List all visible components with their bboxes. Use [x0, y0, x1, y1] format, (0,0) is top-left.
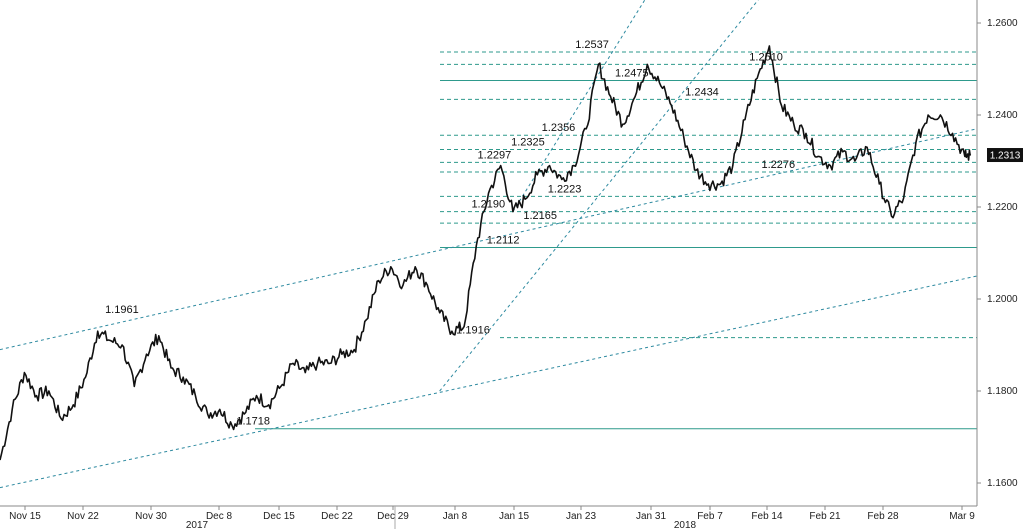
price-annotation: 1.1961	[105, 304, 139, 316]
x-tick-label: Mar 9	[949, 511, 975, 522]
price-annotation: 1.2434	[685, 86, 719, 98]
x-tick-label: Dec 29	[377, 511, 409, 522]
price-line	[0, 45, 972, 461]
last-value-marker: 1.2313	[987, 148, 1023, 163]
y-tick-label: 1.2000	[987, 294, 1018, 305]
price-annotation: 1.2537	[575, 39, 609, 51]
x-tick-label: Nov 30	[135, 511, 167, 522]
price-annotation: 1.2190	[471, 199, 505, 211]
y-tick-label: 1.2200	[987, 202, 1018, 213]
x-tick-label: Feb 7	[697, 511, 723, 522]
year-label: 2018	[674, 520, 697, 529]
x-tick-label: Dec 22	[321, 511, 353, 522]
x-tick-label: Jan 23	[566, 511, 596, 522]
x-tick-label: Feb 28	[867, 511, 899, 522]
price-annotation: 1.2510	[749, 51, 783, 63]
last-value-box	[987, 148, 1023, 163]
price-annotations: 1.25371.25101.24751.24341.23561.23251.22…	[105, 39, 795, 428]
price-annotation: 1.2223	[548, 183, 582, 195]
y-axis: 1.2600 1.2400 1.2200 1.2000 1.1800 1.1600	[976, 0, 1018, 506]
trend-line	[0, 275, 978, 489]
x-tick-label: Nov 22	[67, 511, 99, 522]
price-series	[0, 45, 972, 461]
y-tick-label: 1.2400	[987, 110, 1018, 121]
trend-line	[0, 128, 978, 351]
price-annotation: 1.2297	[478, 149, 512, 161]
x-tick-label: Dec 8	[206, 511, 233, 522]
y-tick-label: 1.1800	[987, 386, 1018, 397]
x-tick-label: Feb 21	[809, 511, 841, 522]
price-annotation: 1.2475	[615, 68, 649, 80]
price-annotation: 1.2165	[523, 210, 557, 222]
x-tick-label: Dec 15	[263, 511, 295, 522]
price-annotation: 1.2325	[511, 137, 545, 149]
support-resistance-levels	[255, 51, 977, 430]
x-tick-label: Jan 8	[443, 511, 468, 522]
x-tick-label: Jan 31	[636, 511, 666, 522]
price-annotation: 1.2112	[487, 234, 520, 246]
price-annotation: 1.1718	[236, 416, 270, 428]
last-value-label: 1.2313	[990, 151, 1021, 162]
y-tick-label: 1.1600	[987, 478, 1018, 489]
x-tick-label: Jan 15	[499, 511, 529, 522]
x-tick-label: Nov 15	[9, 511, 41, 522]
year-label: 2017	[186, 520, 209, 529]
x-axis: Nov 15 Nov 22 Nov 30 Dec 8 Dec 15 Dec 22 Dec 2…	[0, 505, 977, 529]
x-tick-label: Feb 14	[751, 511, 783, 522]
y-tick-label: 1.2600	[987, 18, 1018, 29]
price-annotation: 1.2356	[542, 122, 576, 134]
price-annotation: 1.2276	[761, 159, 795, 171]
price-annotation: 1.1916	[456, 325, 490, 337]
